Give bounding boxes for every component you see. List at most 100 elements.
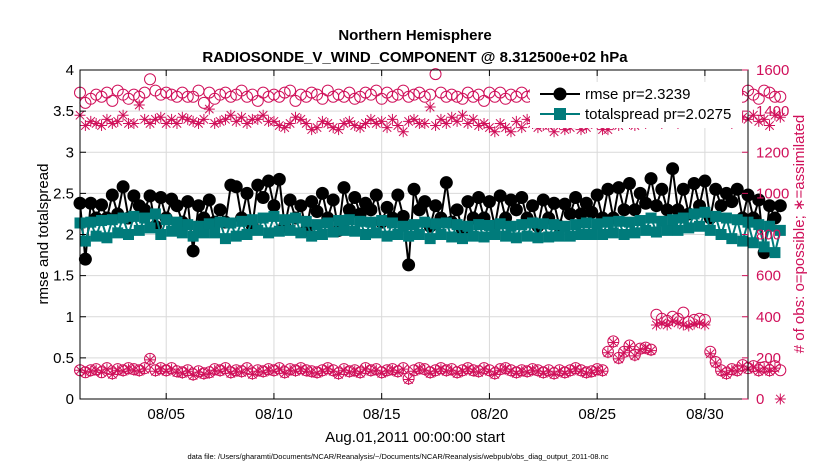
- obs-assimilated-marker: [753, 115, 765, 127]
- rmse-marker: [326, 193, 340, 207]
- axis-ticks: 08/05 08/10 08/15 08/20 08/25 08/30 0 0.5 1 1.5 2 2…: [53, 62, 789, 423]
- spread-marker: [424, 233, 436, 245]
- rmse-marker: [418, 195, 432, 209]
- spread-marker: [381, 230, 393, 242]
- spread-marker: [607, 227, 619, 239]
- spread-marker: [187, 230, 199, 242]
- obs-assimilated-marker: [451, 367, 463, 379]
- rmse-marker: [396, 209, 410, 223]
- obs-assimilated-marker: [456, 365, 468, 377]
- spread-marker: [521, 230, 533, 242]
- obs-assimilated-marker: [634, 344, 646, 356]
- obs-possible-marker: [758, 84, 771, 97]
- rmse-marker: [655, 182, 669, 196]
- spread-marker: [435, 229, 447, 240]
- spread-marker: [176, 227, 188, 239]
- obs-assimilated-marker: [376, 367, 388, 379]
- obs-assimilated-marker: [354, 367, 366, 379]
- obs-assimilated-marker: [246, 368, 258, 380]
- obs-assimilated-marker: [403, 373, 415, 385]
- obs-possible-marker: [160, 86, 173, 99]
- obs-assimilated-marker: [764, 120, 776, 132]
- obs-assimilated-marker: [333, 368, 345, 380]
- obs-possible-marker: [241, 90, 253, 103]
- legend-rmse-marker: [553, 87, 567, 101]
- obs-assimilated-marker: [462, 117, 474, 129]
- obs-assimilated-marker: [279, 122, 291, 134]
- obs-assimilated-marker: [306, 124, 318, 136]
- rmse-marker: [515, 190, 529, 204]
- rmse-marker: [536, 193, 550, 207]
- spread-marker: [489, 229, 501, 240]
- spread-marker: [338, 224, 350, 236]
- spread-marker: [510, 232, 522, 244]
- obs-assimilated-marker: [230, 115, 242, 127]
- spread-marker: [580, 217, 592, 229]
- rmse-marker: [574, 207, 588, 221]
- rmse-marker: [262, 174, 276, 188]
- obs-assimilated-marker: [284, 117, 296, 129]
- obs-assimilated-marker: [322, 363, 334, 375]
- y-tick-label: 1.5: [53, 268, 74, 285]
- obs-assimilated-marker: [166, 363, 178, 375]
- rmse-marker: [450, 203, 464, 217]
- spread-marker: [236, 215, 248, 227]
- obs-assimilated-marker: [386, 113, 398, 125]
- obs-assimilated-marker: [553, 365, 565, 377]
- spread-marker: [160, 214, 172, 226]
- obs-assimilated-marker: [117, 365, 129, 377]
- spread-marker: [311, 219, 323, 231]
- obs-assimilated-marker: [182, 113, 194, 125]
- spread-marker: [246, 214, 258, 226]
- obs-possible-marker: [418, 90, 431, 103]
- obs-assimilated-marker: [316, 115, 328, 127]
- spread-marker: [726, 233, 738, 245]
- spread-marker: [688, 208, 700, 220]
- spread-marker: [764, 220, 776, 232]
- spread-marker: [602, 216, 614, 228]
- spread-marker: [731, 214, 743, 226]
- rmse-marker: [649, 199, 663, 213]
- obs-assimilated-marker: [656, 317, 668, 329]
- y-right-tick-label: 600: [756, 268, 781, 285]
- spread-marker: [483, 219, 495, 231]
- obs-assimilated-marker: [505, 126, 517, 138]
- obs-assimilated-marker: [203, 367, 215, 379]
- spread-marker: [618, 229, 630, 240]
- spread-marker: [769, 247, 781, 259]
- obs-possible-marker: [402, 90, 415, 103]
- spread-marker: [241, 229, 253, 240]
- spread-marker: [699, 206, 711, 218]
- obs-assimilated-marker: [225, 109, 237, 121]
- obs-assimilated-marker: [392, 120, 404, 132]
- spread-marker: [715, 229, 727, 240]
- obs-assimilated-marker: [715, 365, 727, 377]
- obs-assimilated-marker: [139, 113, 151, 125]
- y-right-tick-label: 0: [756, 391, 764, 408]
- obs-assimilated-marker: [182, 365, 194, 377]
- rmse-marker: [348, 190, 362, 204]
- obs-assimilated-marker: [343, 366, 355, 378]
- obs-assimilated-marker: [645, 345, 657, 357]
- obs-assimilated-marker: [171, 366, 183, 378]
- spread-marker: [182, 219, 194, 231]
- spread-marker: [284, 224, 296, 236]
- obs-assimilated-marker: [769, 109, 781, 121]
- obs-assimilated-marker: [677, 319, 689, 331]
- spread-marker: [166, 225, 178, 237]
- obs-assimilated-marker: [548, 368, 560, 380]
- rmse-marker: [213, 203, 227, 217]
- spread-marker: [273, 225, 285, 237]
- obs-assimilated-marker: [559, 367, 571, 379]
- rmse-marker: [563, 207, 577, 221]
- obs-assimilated-marker: [435, 363, 447, 375]
- y-tick-label: 2.5: [53, 185, 74, 202]
- obs-assimilated-marker: [774, 111, 786, 123]
- spread-marker: [263, 227, 275, 239]
- obs-assimilated-marker: [769, 362, 781, 374]
- obs-assimilated-marker: [510, 367, 522, 379]
- rmse-marker: [364, 203, 378, 217]
- rmse-marker: [547, 196, 561, 210]
- spread-marker: [300, 215, 312, 227]
